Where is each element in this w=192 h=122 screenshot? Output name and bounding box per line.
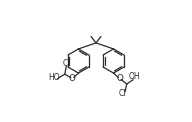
Text: O: O (116, 74, 123, 83)
Text: Cl: Cl (118, 89, 126, 98)
Text: O: O (69, 74, 76, 83)
Text: HO: HO (48, 73, 60, 82)
Text: OH: OH (129, 72, 140, 81)
Text: Cl: Cl (63, 59, 71, 68)
